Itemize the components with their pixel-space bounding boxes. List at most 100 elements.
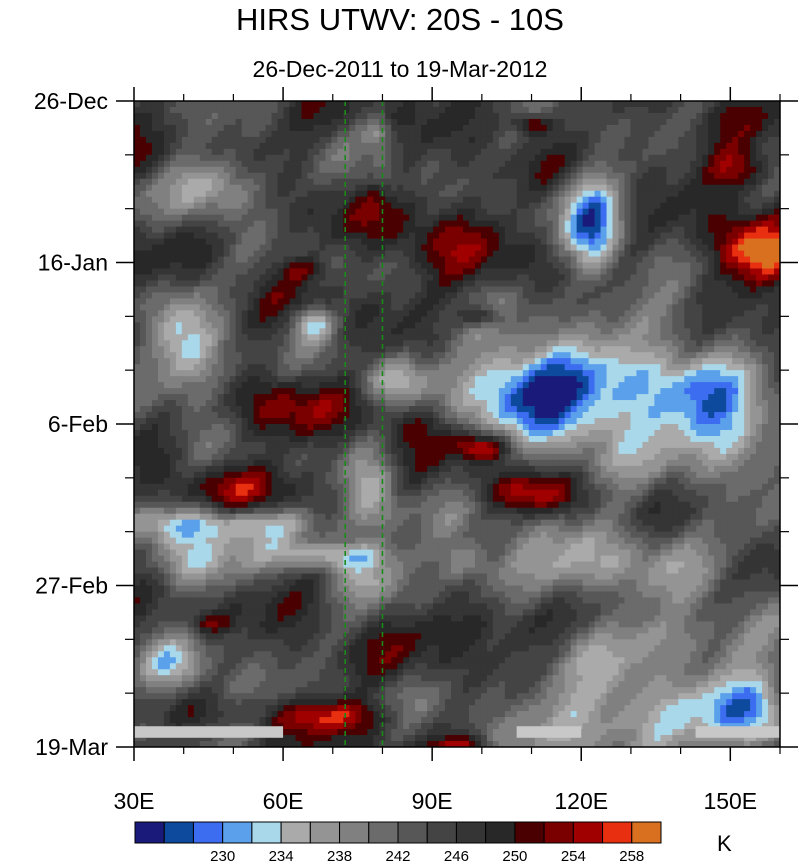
heat-cell [139, 118, 147, 126]
heat-cell [301, 130, 309, 138]
heat-cell [283, 208, 291, 216]
heat-cell [582, 262, 590, 270]
heat-cell [660, 286, 667, 294]
heat-cell [462, 142, 470, 150]
heat-cell [223, 238, 231, 246]
heat-cell [337, 124, 344, 132]
heat-cell [486, 370, 494, 377]
heat-cell [163, 352, 171, 359]
heat-cell [696, 118, 703, 126]
heat-cell [289, 304, 297, 311]
heat-cell [157, 364, 165, 371]
heat-cell [468, 304, 476, 311]
heat-cell [319, 160, 327, 168]
heat-cell [187, 244, 195, 252]
heat-cell [504, 101, 512, 108]
heat-cell [151, 172, 159, 180]
heat-cell [403, 226, 410, 234]
heat-cell [265, 196, 273, 204]
heat-cell [199, 208, 207, 216]
heat-cell [696, 292, 703, 299]
heat-cell [295, 142, 303, 150]
heat-cell [618, 172, 626, 180]
heat-cell [648, 160, 655, 168]
heat-cell [468, 202, 476, 210]
heat-cell [439, 298, 446, 305]
heat-cell [325, 370, 332, 377]
heat-cell [528, 190, 536, 198]
heat-cell [217, 370, 225, 377]
heat-cell [462, 154, 470, 162]
heat-cell [594, 286, 602, 294]
heat-cell [355, 202, 362, 210]
heat-cell [690, 352, 697, 359]
heat-cell [732, 370, 739, 377]
heat-cell [480, 124, 488, 132]
heat-cell [618, 154, 626, 162]
heat-cell [660, 244, 667, 252]
heat-cell [552, 250, 560, 258]
heat-cell [702, 118, 709, 126]
heat-cell [181, 280, 189, 288]
heat-cell [708, 268, 715, 276]
heat-cell [397, 142, 404, 150]
heat-cell [648, 190, 655, 198]
heat-cell [223, 250, 231, 258]
heat-cell [367, 184, 374, 192]
heat-cell [343, 286, 350, 294]
heat-cell [271, 190, 279, 198]
heat-cell [606, 316, 614, 323]
heat-cell [492, 268, 500, 276]
heat-cell [486, 190, 494, 198]
heat-cell [636, 286, 644, 294]
heat-cell [421, 166, 428, 174]
heat-cell [522, 352, 530, 359]
heat-cell [558, 262, 566, 270]
heat-cell [606, 142, 614, 150]
heat-cell [648, 268, 655, 276]
heat-cell [498, 130, 506, 138]
heat-cell [193, 328, 201, 335]
heat-cell [385, 274, 392, 282]
heat-cell [301, 154, 309, 162]
heat-cell [271, 346, 279, 353]
heat-cell [134, 148, 141, 156]
heat-cell [409, 136, 416, 144]
heat-cell [409, 112, 416, 120]
heat-cell [319, 238, 327, 246]
heat-cell [361, 316, 368, 323]
heat-cell [774, 160, 780, 168]
heat-cell [696, 298, 703, 305]
heat-cell [708, 340, 715, 347]
heat-cell [331, 340, 338, 347]
heat-cell [612, 328, 620, 335]
heat-cell [690, 334, 697, 341]
heat-cell [714, 101, 721, 108]
heat-cell [349, 364, 356, 371]
heat-cell [181, 298, 189, 305]
heat-cell [666, 232, 673, 240]
heat-cell [552, 256, 560, 264]
heat-cell [187, 172, 195, 180]
heat-cell [223, 101, 231, 108]
heat-cell [211, 232, 219, 240]
heat-cell [744, 334, 751, 341]
heat-cell [558, 256, 566, 264]
heat-cell [205, 298, 213, 305]
heat-cell [421, 280, 428, 288]
heat-cell [708, 280, 715, 288]
heat-cell [750, 178, 757, 186]
heat-cell [606, 220, 614, 228]
heat-cell [151, 358, 159, 365]
heat-cell [361, 226, 368, 234]
heat-cell [684, 142, 691, 150]
heat-cell [134, 358, 141, 365]
heat-cell [576, 322, 584, 329]
heat-cell [588, 172, 596, 180]
heat-cell [666, 256, 673, 264]
heat-cell [618, 202, 626, 210]
heat-cell [504, 316, 512, 323]
heat-cell [570, 256, 578, 264]
heat-cell [558, 166, 566, 174]
heat-cell [355, 124, 362, 132]
